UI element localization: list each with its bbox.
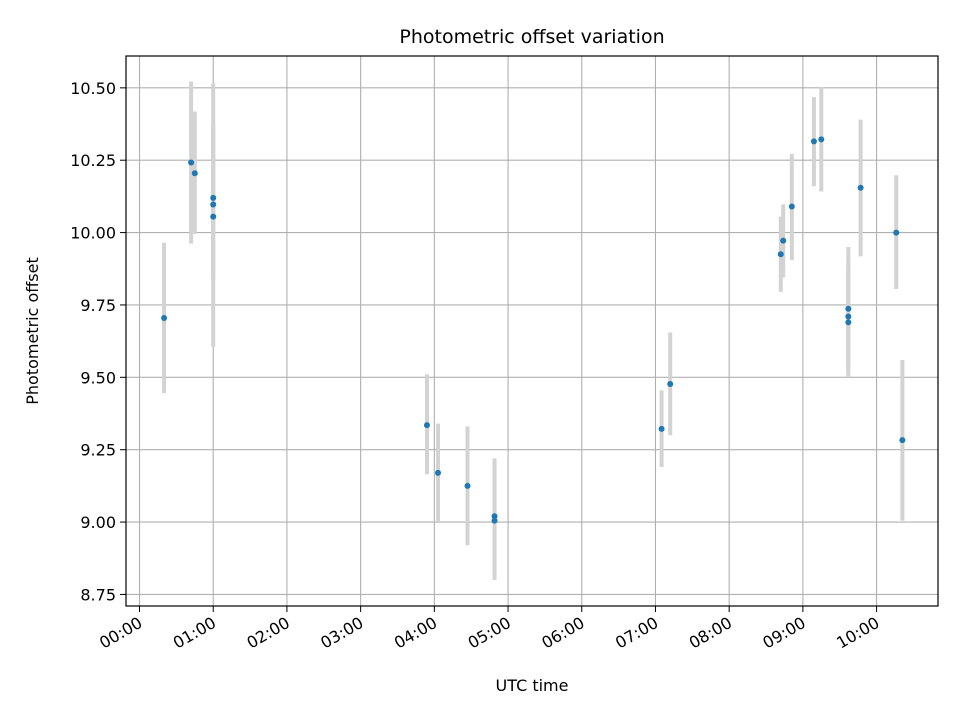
points-layer (161, 136, 906, 524)
data-point (161, 314, 168, 321)
data-point (777, 251, 784, 258)
chart-title: Photometric offset variation (399, 26, 664, 48)
data-point (899, 437, 906, 444)
y-axis-label: Photometric offset (23, 257, 42, 405)
y-tick-label: 9.50 (80, 368, 116, 387)
data-point (491, 517, 498, 524)
plot-frame (125, 55, 939, 607)
data-point (210, 194, 217, 201)
y-axis-ticks: 8.75 9.00 9.25 9.50 9.75 10.00 10.25 10.50 (70, 79, 126, 604)
x-axis-label: UTC time (496, 676, 569, 695)
data-point (857, 184, 864, 191)
data-point (658, 425, 665, 432)
y-tick-label: 10.25 (70, 151, 116, 170)
data-point (893, 229, 900, 236)
data-point (464, 482, 471, 489)
data-point (423, 422, 430, 429)
data-point (780, 237, 787, 244)
y-tick-label: 10.00 (70, 224, 116, 243)
grid-layer (126, 56, 938, 606)
data-point (845, 313, 852, 320)
data-point (210, 213, 217, 220)
data-point (810, 138, 817, 145)
data-point (435, 469, 442, 476)
data-point (845, 319, 852, 326)
data-point (818, 136, 825, 143)
data-point (845, 305, 852, 312)
data-point (188, 159, 195, 166)
data-point (191, 170, 198, 177)
data-point (210, 201, 217, 208)
y-tick-label: 9.00 (80, 513, 116, 532)
y-tick-label: 9.25 (80, 441, 116, 460)
y-tick-label: 10.50 (70, 79, 116, 98)
data-point (788, 203, 795, 210)
data-point (667, 380, 674, 387)
y-tick-label: 8.75 (80, 585, 116, 604)
data-point (491, 513, 498, 520)
y-tick-label: 9.75 (80, 296, 116, 315)
